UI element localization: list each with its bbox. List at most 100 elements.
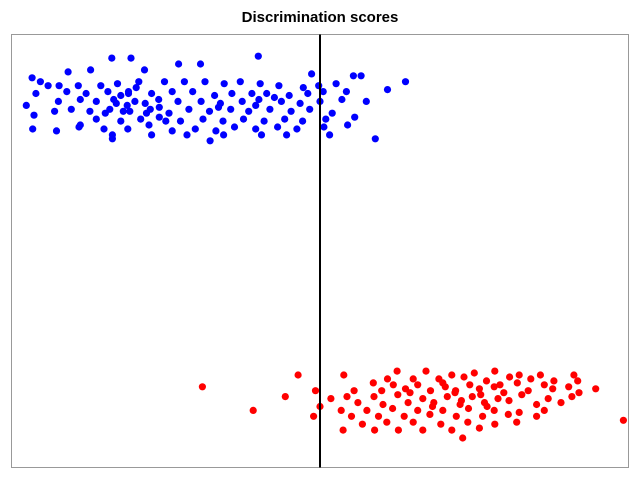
data-point-series-1-91 bbox=[351, 113, 359, 121]
data-point-series-1-100 bbox=[270, 93, 278, 102]
data-point-series-2-11 bbox=[383, 375, 392, 383]
data-point-series-2-44 bbox=[370, 393, 378, 401]
data-point-series-2-91 bbox=[419, 426, 427, 434]
data-point-series-1-116 bbox=[29, 125, 37, 133]
data-point-series-2-62 bbox=[557, 399, 565, 407]
data-point-series-2-47 bbox=[443, 393, 451, 401]
data-point-series-1-17 bbox=[74, 82, 82, 90]
data-point-series-2-25 bbox=[490, 383, 498, 391]
data-point-series-1-41 bbox=[248, 89, 256, 98]
data-point-series-1-63 bbox=[362, 97, 370, 105]
data-point-series-1-119 bbox=[148, 131, 156, 139]
data-point-series-1-28 bbox=[299, 84, 307, 92]
data-point-series-1-75 bbox=[287, 107, 295, 115]
data-point-series-1-32 bbox=[63, 88, 71, 96]
data-point-series-1-120 bbox=[183, 131, 191, 139]
data-point-series-2-45 bbox=[394, 391, 402, 399]
data-point-series-1-50 bbox=[92, 97, 100, 105]
data-point-series-2-73 bbox=[540, 406, 548, 414]
data-point-series-1-25 bbox=[236, 78, 244, 86]
data-point-series-2-54 bbox=[354, 399, 362, 407]
data-point-series-2-87 bbox=[464, 418, 472, 426]
data-point-series-2-7 bbox=[536, 371, 545, 379]
data-point-series-1-45 bbox=[319, 88, 327, 96]
data-point-series-1-85 bbox=[219, 117, 227, 125]
data-point-series-2-84 bbox=[383, 418, 391, 426]
data-point-series-1-4 bbox=[175, 60, 183, 68]
data-point-series-2-6 bbox=[515, 371, 523, 379]
data-point-series-1-125 bbox=[52, 127, 61, 135]
data-point-series-2-18 bbox=[550, 377, 558, 385]
data-point-series-1-94 bbox=[110, 95, 118, 104]
data-point-series-1-26 bbox=[256, 80, 264, 88]
data-point-series-1-82 bbox=[155, 113, 163, 121]
data-point-series-2-52 bbox=[568, 393, 576, 401]
data-point-series-1-58 bbox=[255, 95, 263, 104]
data-point-series-2-22 bbox=[414, 381, 422, 389]
data-point-series-2-26 bbox=[513, 379, 521, 387]
data-point-series-1-36 bbox=[148, 89, 156, 98]
data-point-series-2-16 bbox=[506, 373, 514, 381]
data-point-series-1-8 bbox=[64, 68, 72, 76]
data-point-series-1-55 bbox=[197, 97, 205, 105]
data-point-series-2-64 bbox=[249, 406, 257, 414]
data-point-series-1-114 bbox=[320, 123, 328, 131]
data-point-series-2-49 bbox=[494, 395, 502, 403]
data-point-series-2-36 bbox=[500, 389, 508, 397]
data-point-series-1-109 bbox=[212, 127, 220, 135]
data-point-series-2-105 bbox=[451, 389, 459, 397]
data-point-series-2-29 bbox=[198, 383, 206, 391]
data-point-series-1-13 bbox=[401, 78, 410, 86]
data-point-series-2-83 bbox=[358, 420, 366, 428]
data-point-series-2-46 bbox=[419, 395, 427, 403]
data-point-series-2-33 bbox=[426, 387, 435, 395]
data-point-series-1-83 bbox=[176, 117, 185, 125]
data-point-series-1-92 bbox=[119, 107, 127, 115]
data-point-series-1-10 bbox=[308, 70, 316, 78]
data-point-series-1-6 bbox=[87, 66, 95, 74]
data-point-series-2-93 bbox=[475, 424, 483, 432]
points-layer bbox=[22, 52, 628, 442]
data-point-series-1-79 bbox=[92, 115, 100, 123]
data-point-series-2-50 bbox=[518, 391, 526, 399]
data-point-series-1-87 bbox=[260, 117, 268, 125]
data-point-series-1-80 bbox=[117, 117, 125, 125]
data-point-series-1-84 bbox=[199, 115, 207, 123]
data-point-series-1-5 bbox=[196, 60, 205, 68]
data-point-series-2-43 bbox=[343, 393, 351, 401]
data-point-series-1-121 bbox=[220, 131, 228, 139]
data-point-series-1-54 bbox=[174, 97, 182, 105]
data-point-series-2-2 bbox=[422, 367, 430, 375]
data-point-series-2-39 bbox=[575, 389, 583, 397]
data-point-series-2-99 bbox=[477, 391, 485, 399]
data-point-series-1-46 bbox=[342, 88, 350, 96]
data-point-series-1-70 bbox=[185, 105, 193, 113]
data-point-series-1-3 bbox=[254, 52, 262, 60]
data-point-series-1-89 bbox=[299, 117, 307, 125]
data-point-series-2-61 bbox=[533, 400, 541, 409]
data-point-series-1-43 bbox=[285, 91, 293, 100]
data-point-series-1-14 bbox=[36, 78, 45, 86]
data-point-series-2-4 bbox=[470, 369, 478, 377]
data-point-series-2-21 bbox=[389, 381, 397, 389]
data-point-series-1-106 bbox=[145, 121, 153, 129]
data-point-series-2-17 bbox=[527, 375, 535, 383]
data-point-series-1-73 bbox=[245, 107, 253, 115]
data-point-series-1-29 bbox=[315, 82, 323, 90]
data-point-series-1-57 bbox=[238, 97, 246, 105]
data-point-series-1-93 bbox=[124, 88, 133, 96]
data-point-series-1-39 bbox=[211, 91, 219, 100]
data-point-series-1-127 bbox=[371, 135, 379, 143]
data-point-series-1-31 bbox=[32, 89, 40, 98]
data-point-series-1-9 bbox=[140, 66, 149, 74]
data-point-series-2-3 bbox=[448, 371, 456, 379]
data-point-series-1-30 bbox=[332, 80, 340, 88]
data-point-series-2-9 bbox=[294, 371, 302, 379]
data-point-series-1-129 bbox=[142, 109, 151, 117]
data-point-series-2-86 bbox=[437, 420, 445, 428]
data-point-series-1-112 bbox=[274, 123, 282, 131]
data-point-series-2-77 bbox=[400, 412, 408, 420]
data-point-series-1-15 bbox=[44, 82, 52, 90]
data-point-series-1-74 bbox=[266, 105, 274, 113]
